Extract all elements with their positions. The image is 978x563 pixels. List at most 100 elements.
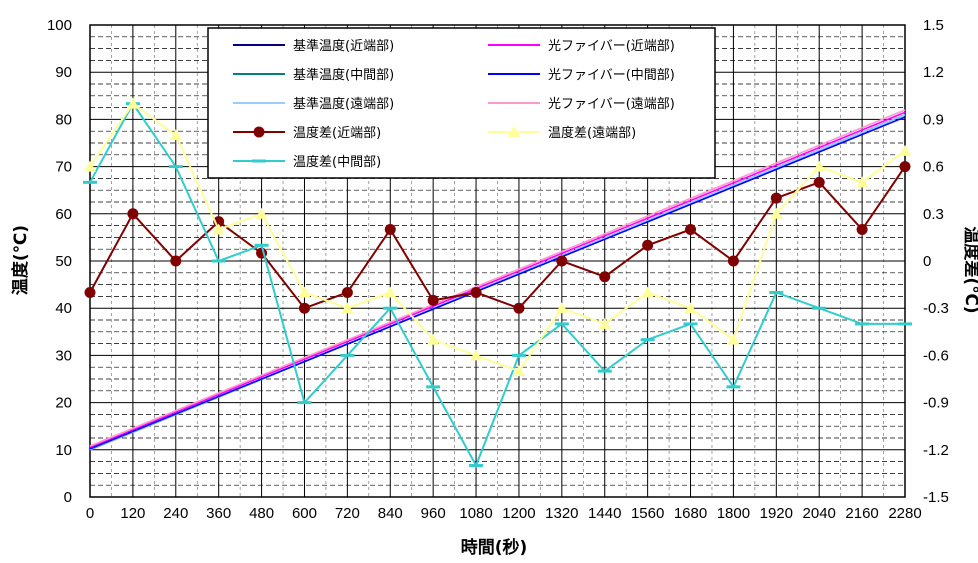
legend-label: 光ファイバー(近端部) [548, 39, 675, 54]
x-tick-label: 120 [120, 505, 145, 522]
data-point [856, 176, 869, 188]
x-tick-label: 1080 [459, 505, 492, 522]
x-tick-label: 600 [292, 505, 317, 522]
series-line-temp-4 [89, 116, 906, 450]
x-tick-label: 240 [163, 505, 188, 522]
legend-label: 基準温度(近端部) [293, 38, 394, 54]
legend-label: 基準温度(中間部) [293, 67, 394, 83]
series-line-diff-2 [89, 102, 906, 373]
x-tick-label: 1680 [674, 505, 707, 522]
y-tick-label: 20 [55, 395, 72, 412]
data-point [513, 302, 525, 314]
y2-tick-label: -1.2 [923, 442, 949, 459]
series-line-temp-5 [89, 109, 906, 447]
y2-tick-label: 1.2 [923, 64, 944, 81]
x-tick-labels: 0 120 240 360 480 600 720 840 960 1080 1200 1320 144… [86, 505, 922, 522]
data-point [298, 286, 311, 298]
data-point [899, 144, 911, 156]
x-tick-label: 2040 [803, 505, 836, 522]
y-tick-label: 90 [55, 64, 72, 81]
x-tick-label: 1440 [588, 505, 621, 522]
legend: 基準温度(近端部) 基準温度(中間部) 基準温度(遠端部) 光ファイバー(近端部) 光フ… [207, 27, 716, 179]
y2-tick-label: -1.5 [923, 489, 949, 506]
y2-tick-label: 0.6 [923, 159, 944, 176]
legend-marker [253, 126, 265, 138]
data-point [685, 224, 697, 236]
data-point [770, 207, 783, 219]
data-point [126, 97, 139, 109]
series-line-temp-3 [89, 111, 906, 449]
y-tick-label: 70 [55, 159, 72, 176]
x-tick-label: 360 [206, 505, 231, 522]
x-tick-label: 0 [86, 505, 94, 522]
data-point [813, 160, 826, 172]
x-axis-title: 時間(秒) [461, 537, 528, 558]
data-point [856, 224, 868, 236]
data-point [727, 255, 739, 267]
legend-label: 温度差(中間部) [293, 154, 381, 170]
x-tick-label: 1560 [631, 505, 664, 522]
data-point [556, 255, 568, 267]
legend-label: 温度差(遠端部) [548, 125, 636, 141]
data-point [470, 349, 483, 361]
data-point [727, 333, 740, 345]
data-point [384, 286, 397, 298]
data-point [642, 239, 654, 251]
data-point [212, 223, 225, 235]
data-point [641, 286, 654, 298]
data-point [599, 271, 611, 283]
legend-label: 温度差(近端部) [293, 125, 381, 141]
data-point [169, 129, 182, 141]
y2-tick-label: -0.6 [923, 347, 949, 364]
x-tick-label: 1920 [760, 505, 793, 522]
x-tick-label: 1200 [502, 505, 535, 522]
data-point [555, 302, 568, 314]
difference-series-group [83, 97, 912, 468]
x-tick-label: 1320 [545, 505, 578, 522]
data-point [770, 192, 782, 204]
data-point [427, 333, 440, 345]
data-point [684, 302, 697, 314]
x-tick-label: 960 [421, 505, 446, 522]
y2-tick-label: -0.9 [923, 395, 949, 412]
y2-tick-label: -0.3 [923, 300, 949, 317]
x-tick-label: 1800 [717, 505, 750, 522]
y2-tick-label: 0.3 [923, 206, 944, 223]
y-tick-label: 80 [55, 111, 72, 128]
x-tick-label: 840 [378, 505, 403, 522]
data-point [170, 255, 182, 267]
data-point [341, 302, 354, 314]
y-tick-label: 60 [55, 206, 72, 223]
temperature-series-group [89, 109, 906, 451]
data-point [470, 286, 482, 298]
y-tick-label: 100 [47, 17, 72, 34]
y-tick-label: 0 [64, 489, 72, 506]
y-tick-label: 10 [55, 442, 72, 459]
data-point [427, 294, 439, 306]
legend-box [207, 27, 716, 179]
data-point [127, 208, 139, 220]
legend-label: 光ファイバー(遠端部) [548, 97, 675, 112]
y2-tick-label: 1.5 [923, 17, 944, 34]
y-tick-labels: 0 10 20 30 40 50 60 70 80 90 100 [47, 17, 72, 506]
x-tick-label: 2280 [888, 505, 921, 522]
series-line-diff-1 [89, 101, 905, 468]
data-point [512, 365, 525, 377]
data-point [84, 160, 96, 172]
data-point [298, 302, 310, 314]
y-tick-label: 50 [55, 253, 72, 270]
data-point [813, 176, 825, 188]
data-point [598, 317, 611, 329]
data-point [84, 286, 96, 298]
data-point [341, 286, 353, 298]
legend-marker [508, 126, 520, 137]
data-point [384, 224, 396, 236]
y-tick-label: 30 [55, 347, 72, 364]
legend-label: 光ファイバー(中間部) [548, 68, 675, 83]
x-tick-label: 720 [335, 505, 360, 522]
y-tick-label: 40 [55, 300, 72, 317]
data-point [899, 161, 911, 173]
x-tick-label: 2160 [845, 505, 878, 522]
legend-label: 基準温度(遠端部) [293, 96, 394, 112]
